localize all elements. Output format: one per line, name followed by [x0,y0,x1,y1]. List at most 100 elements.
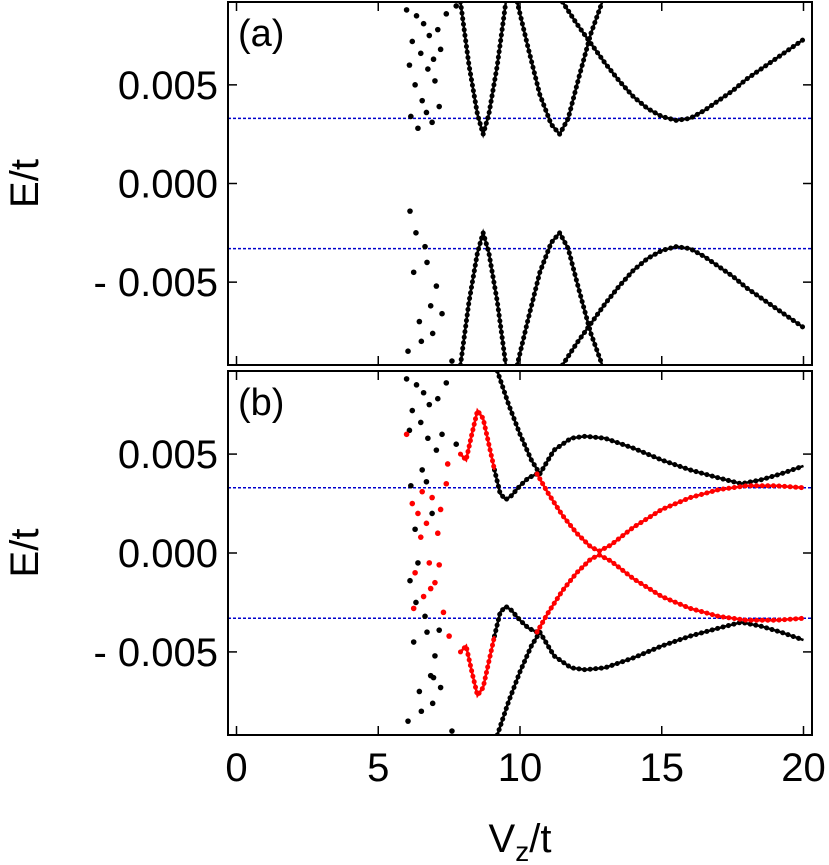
y-tick-label: 0.000 [118,163,218,207]
point [434,26,441,33]
curve-core [496,620,804,735]
point [453,441,460,447]
frame [227,1,813,366]
curve-core [493,469,538,502]
plot-area [403,371,806,735]
panel: 0.005 0.000 - 0.005 (a) E/t [3,1,813,366]
point [409,38,416,45]
point [407,577,413,584]
point [434,395,441,402]
y-axis-label: E/t [3,529,47,578]
curve-core [496,371,804,486]
point [412,82,418,88]
point [413,382,420,388]
point [413,230,419,236]
point [420,389,427,396]
point [425,435,431,442]
curve-core [561,245,805,365]
point [418,708,425,715]
point [444,461,451,467]
curve-core [535,473,804,553]
point [418,338,425,345]
curve-core [493,604,538,637]
point [409,407,416,414]
point [449,358,455,364]
point [423,478,430,485]
point [415,510,421,517]
point [406,62,413,68]
x-axis-label-part: z [515,836,529,865]
point [424,629,430,635]
point [443,11,450,17]
point [436,627,443,633]
point [437,684,444,691]
point [429,330,436,337]
x-tick-label: 20 [781,746,826,790]
point [407,208,413,214]
point [437,506,444,513]
point [423,109,430,116]
point [429,494,435,501]
point [425,66,431,72]
point [410,605,417,612]
point [427,585,434,592]
point [420,593,427,600]
point [439,310,445,317]
point [405,718,411,724]
point [412,526,418,533]
point [419,467,425,473]
curve-core [459,228,604,365]
point [416,318,423,325]
curve-core [459,2,604,139]
point [413,599,419,606]
point [430,56,437,63]
y-tick-label: 0.000 [118,532,218,576]
panel-label: (b) [238,382,284,424]
point [424,259,430,266]
panel: 0.005 0.000 - 0.005 0 5 10 15 20 (b) E/t Vz/t [3,370,826,865]
point [426,32,433,39]
point [403,431,410,438]
point [416,688,423,695]
point [449,728,455,734]
y-tick-label: - 0.005 [93,261,218,305]
point [427,672,434,679]
point [419,488,425,495]
point [453,3,460,9]
point [410,639,417,645]
curve-core [561,2,805,122]
point [440,609,447,616]
point [446,633,452,639]
point [417,50,424,57]
curve-core [459,635,496,699]
point [439,431,445,438]
x-tick-label: 10 [498,746,543,790]
point [426,560,433,566]
x-tick-label: 5 [367,746,389,790]
curve-core [459,407,496,471]
point [419,97,425,104]
plot-area [403,2,806,365]
x-tick-label: 0 [225,746,247,790]
point [429,119,435,126]
y-tick-label: 0.005 [118,433,218,477]
point [412,569,418,576]
point [436,103,443,110]
point [443,480,450,487]
frame [227,370,813,736]
curve-core [535,553,804,633]
point [432,653,438,659]
point [408,482,414,489]
curve [560,244,806,365]
point [420,20,427,27]
point [426,401,433,408]
point [413,13,420,19]
curve [560,2,806,123]
point [429,510,435,517]
point [405,348,411,354]
point [433,447,440,453]
point [409,500,416,507]
point [432,579,438,586]
y-axis-label: E/t [3,159,47,208]
